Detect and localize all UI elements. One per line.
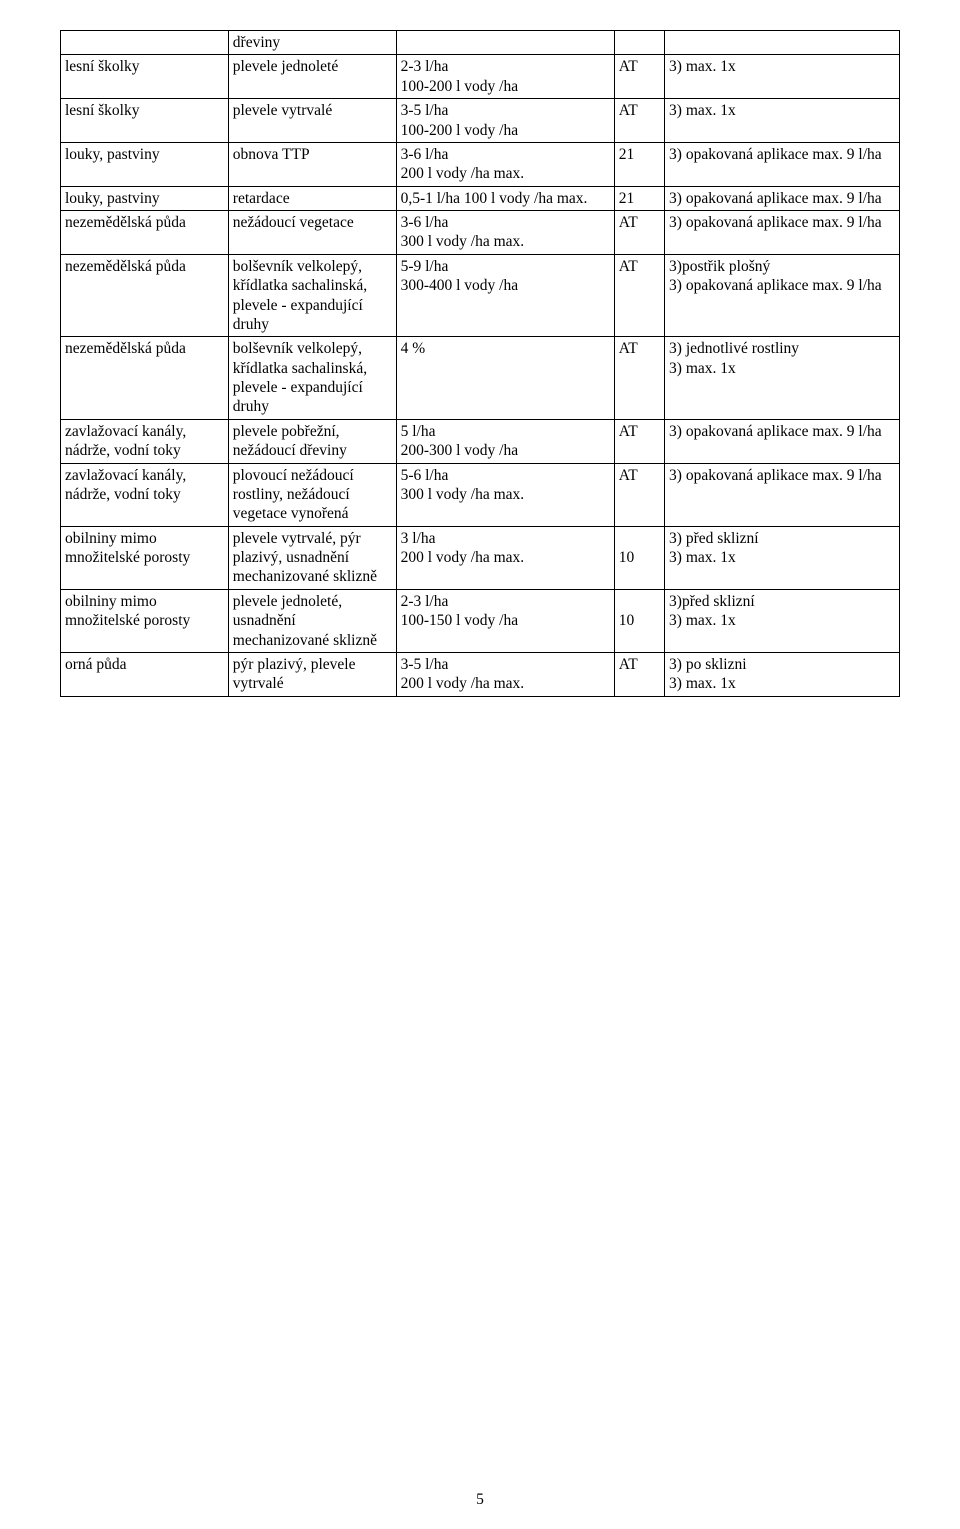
table-cell: lesní školky	[61, 99, 229, 143]
table-row: nezemědělská půdabolševník velkolepý, kř…	[61, 337, 900, 420]
table-cell: nežádoucí vegetace	[228, 211, 396, 255]
table-cell: 3-6 l/ha200 l vody /ha max.	[396, 142, 614, 186]
table-cell: 3) před sklizní3) max. 1x	[665, 526, 900, 589]
table-cell: 5 l/ha200-300 l vody /ha	[396, 419, 614, 463]
table-cell	[396, 31, 614, 55]
table-cell: pýr plazivý, plevele vytrvalé	[228, 652, 396, 696]
table-cell: louky, pastviny	[61, 142, 229, 186]
table-cell: AT	[614, 419, 664, 463]
table-cell: 3)postřik plošný3) opakovaná aplikace ma…	[665, 254, 900, 337]
table-cell	[614, 31, 664, 55]
table-row: obilniny mimo množitelské porostyplevele…	[61, 526, 900, 589]
table-cell: AT	[614, 254, 664, 337]
table-cell: AT	[614, 55, 664, 99]
table-cell	[665, 31, 900, 55]
table-cell: 2-3 l/ha100-200 l vody /ha	[396, 55, 614, 99]
table-row: zavlažovací kanály, nádrže, vodní tokypl…	[61, 463, 900, 526]
page: dřevinylesní školkyplevele jednoleté2-3 …	[0, 0, 960, 1529]
table-cell: 3) jednotlivé rostliny3) max. 1x	[665, 337, 900, 420]
table-cell: 3) opakovaná aplikace max. 9 l/ha	[665, 186, 900, 210]
table-cell: lesní školky	[61, 55, 229, 99]
table-cell: bolševník velkolepý, křídlatka sachalins…	[228, 337, 396, 420]
table-row: nezemědělská půdanežádoucí vegetace3-6 l…	[61, 211, 900, 255]
page-number: 5	[0, 1491, 960, 1509]
table-cell: 21	[614, 186, 664, 210]
table-cell: louky, pastviny	[61, 186, 229, 210]
table-cell: AT	[614, 211, 664, 255]
table-cell: 3) max. 1x	[665, 99, 900, 143]
table-cell: obilniny mimo množitelské porosty	[61, 526, 229, 589]
table-cell: AT	[614, 463, 664, 526]
table-cell: 21	[614, 142, 664, 186]
table-cell: 3-5 l/ha200 l vody /ha max.	[396, 652, 614, 696]
table-cell: zavlažovací kanály, nádrže, vodní toky	[61, 419, 229, 463]
table-row: nezemědělská půdabolševník velkolepý, kř…	[61, 254, 900, 337]
table-cell: 5-6 l/ha300 l vody /ha max.	[396, 463, 614, 526]
table-cell: nezemědělská půda	[61, 337, 229, 420]
table-cell: AT	[614, 652, 664, 696]
table-row: orná půdapýr plazivý, plevele vytrvalé3-…	[61, 652, 900, 696]
table-row: zavlažovací kanály, nádrže, vodní tokypl…	[61, 419, 900, 463]
table-cell: 4 %	[396, 337, 614, 420]
table-cell: 3) max. 1x	[665, 55, 900, 99]
table-cell: AT	[614, 99, 664, 143]
table-cell: 3 l/ha200 l vody /ha max.	[396, 526, 614, 589]
table-cell: 3-5 l/ha100-200 l vody /ha	[396, 99, 614, 143]
table-row: lesní školkyplevele jednoleté2-3 l/ha100…	[61, 55, 900, 99]
table-cell: 3-6 l/ha300 l vody /ha max.	[396, 211, 614, 255]
table-cell: bolševník velkolepý, křídlatka sachalins…	[228, 254, 396, 337]
table-cell: 3) opakovaná aplikace max. 9 l/ha	[665, 142, 900, 186]
table-row: dřeviny	[61, 31, 900, 55]
table-cell: 3) po sklizni3) max. 1x	[665, 652, 900, 696]
table-cell: plevele jednoleté, usnadnění mechanizova…	[228, 589, 396, 652]
table-row: obilniny mimo množitelské porostyplevele…	[61, 589, 900, 652]
table-cell: 5-9 l/ha300-400 l vody /ha	[396, 254, 614, 337]
table-cell: orná půda	[61, 652, 229, 696]
table-cell: AT	[614, 337, 664, 420]
table-cell: 10	[614, 589, 664, 652]
table-cell: zavlažovací kanály, nádrže, vodní toky	[61, 463, 229, 526]
table-cell: plovoucí nežádoucí rostliny, nežádoucí v…	[228, 463, 396, 526]
table-cell: nezemědělská půda	[61, 254, 229, 337]
table-cell: plevele vytrvalé	[228, 99, 396, 143]
table-cell: 10	[614, 526, 664, 589]
table-cell: obnova TTP	[228, 142, 396, 186]
table-cell: plevele pobřežní, nežádoucí dřeviny	[228, 419, 396, 463]
table-cell: 3) opakovaná aplikace max. 9 l/ha	[665, 463, 900, 526]
table-cell: nezemědělská půda	[61, 211, 229, 255]
table-cell: 3)před sklizní3) max. 1x	[665, 589, 900, 652]
table-row: louky, pastvinyobnova TTP3-6 l/ha200 l v…	[61, 142, 900, 186]
table-cell: obilniny mimo množitelské porosty	[61, 589, 229, 652]
table-row: louky, pastvinyretardace0,5-1 l/ha 100 l…	[61, 186, 900, 210]
table-cell: plevele vytrvalé, pýr plazivý, usnadnění…	[228, 526, 396, 589]
table-cell: 3) opakovaná aplikace max. 9 l/ha	[665, 211, 900, 255]
table-cell: plevele jednoleté	[228, 55, 396, 99]
table-cell: 2-3 l/ha100-150 l vody /ha	[396, 589, 614, 652]
pesticide-table: dřevinylesní školkyplevele jednoleté2-3 …	[60, 30, 900, 697]
table-cell: 3) opakovaná aplikace max. 9 l/ha	[665, 419, 900, 463]
table-cell: dřeviny	[228, 31, 396, 55]
table-cell	[61, 31, 229, 55]
table-cell: retardace	[228, 186, 396, 210]
table-row: lesní školkyplevele vytrvalé3-5 l/ha100-…	[61, 99, 900, 143]
table-cell: 0,5-1 l/ha 100 l vody /ha max.	[396, 186, 614, 210]
